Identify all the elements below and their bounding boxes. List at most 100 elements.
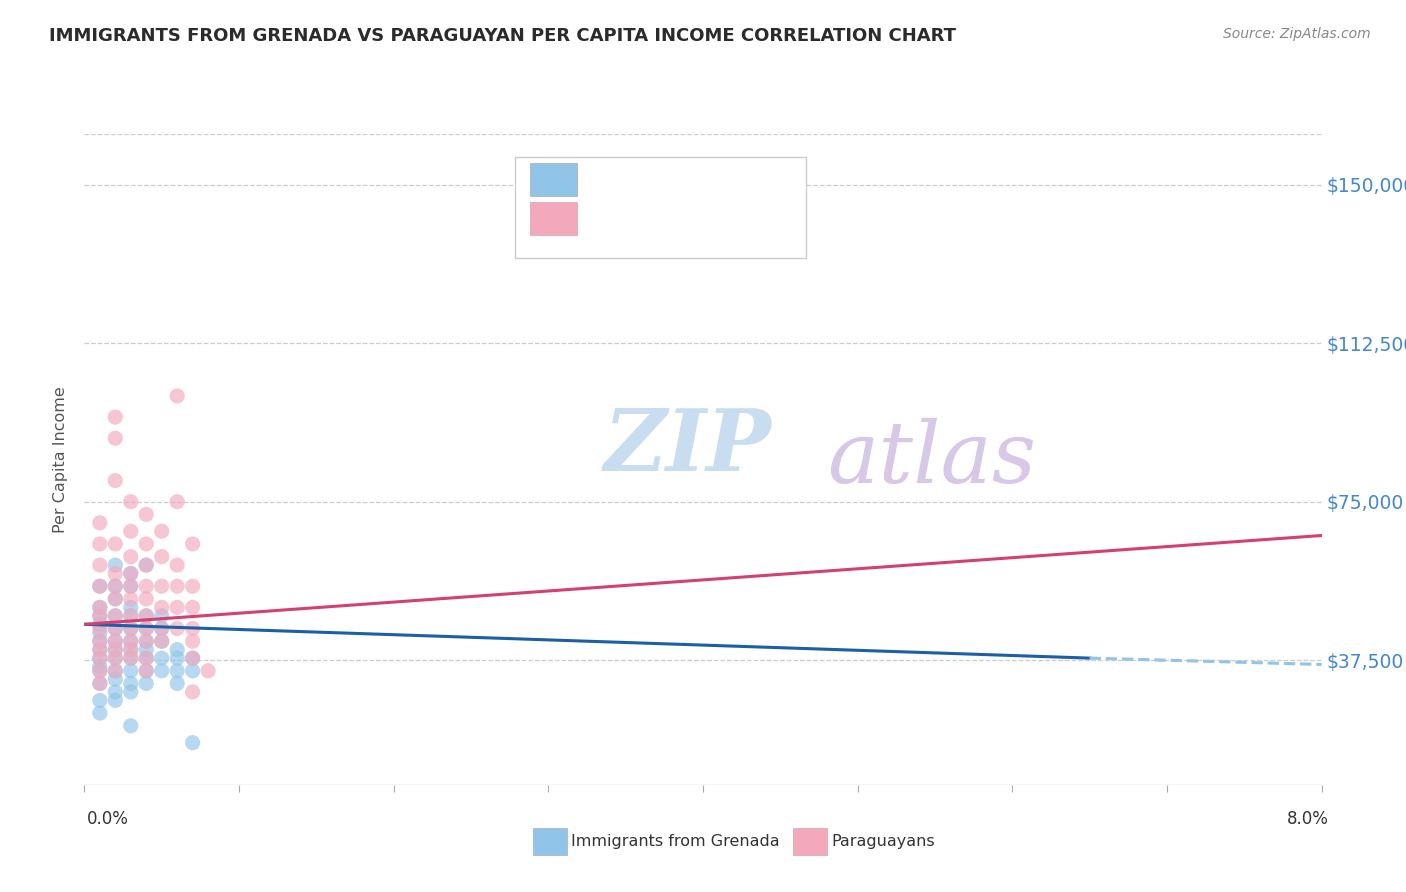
Point <box>89 600 111 615</box>
Point <box>181 651 204 665</box>
Point <box>120 566 142 581</box>
Point <box>120 579 142 593</box>
Point <box>166 558 188 573</box>
Point <box>135 591 157 606</box>
Point <box>150 549 173 564</box>
Point <box>135 651 157 665</box>
FancyBboxPatch shape <box>515 157 806 258</box>
Y-axis label: Per Capita Income: Per Capita Income <box>53 386 69 533</box>
Point <box>120 676 142 690</box>
Point <box>120 642 142 657</box>
Point <box>104 537 127 551</box>
Point <box>181 685 204 699</box>
Point <box>181 579 204 593</box>
Point <box>89 608 111 623</box>
Point <box>89 617 111 632</box>
Point <box>89 608 111 623</box>
Point <box>166 600 188 615</box>
Point <box>150 579 173 593</box>
Bar <box>530 202 576 235</box>
Point <box>104 579 127 593</box>
Text: N = 57: N = 57 <box>721 170 787 188</box>
Point <box>104 566 127 581</box>
Point <box>120 634 142 648</box>
Point <box>150 622 173 636</box>
Point <box>89 642 111 657</box>
Point <box>89 516 111 530</box>
Point <box>120 719 142 733</box>
Point <box>104 664 127 678</box>
Point <box>104 431 127 445</box>
Point <box>150 622 173 636</box>
Point <box>181 651 204 665</box>
Point <box>166 642 188 657</box>
Point <box>166 579 188 593</box>
Point <box>104 622 127 636</box>
Point <box>135 664 157 678</box>
Point <box>104 664 127 678</box>
Point <box>166 494 188 508</box>
Point <box>150 608 173 623</box>
Point <box>104 672 127 686</box>
Point <box>181 736 204 750</box>
Point <box>120 608 142 623</box>
Point <box>104 622 127 636</box>
Point <box>135 634 157 648</box>
Point <box>120 651 142 665</box>
Point <box>89 676 111 690</box>
Point <box>89 537 111 551</box>
Point <box>197 664 219 678</box>
Point <box>104 579 127 593</box>
Point <box>120 549 142 564</box>
Point <box>89 625 111 640</box>
Point <box>135 608 157 623</box>
Text: N = 66: N = 66 <box>721 210 787 227</box>
Text: ZIP: ZIP <box>605 405 772 488</box>
Point <box>135 558 157 573</box>
Text: IMMIGRANTS FROM GRENADA VS PARAGUAYAN PER CAPITA INCOME CORRELATION CHART: IMMIGRANTS FROM GRENADA VS PARAGUAYAN PE… <box>49 27 956 45</box>
Point <box>135 651 157 665</box>
Point <box>150 651 173 665</box>
Point <box>135 664 157 678</box>
Point <box>166 676 188 690</box>
Point <box>120 566 142 581</box>
Text: R =  0.126: R = 0.126 <box>595 210 688 227</box>
Point <box>104 693 127 707</box>
Point <box>181 600 204 615</box>
Point <box>89 651 111 665</box>
Point <box>120 524 142 539</box>
Point <box>89 651 111 665</box>
Point <box>104 634 127 648</box>
Point <box>181 664 204 678</box>
Point <box>104 608 127 623</box>
Point <box>150 634 173 648</box>
Point <box>135 642 157 657</box>
Text: atlas: atlas <box>827 418 1036 500</box>
Bar <box>530 163 576 195</box>
Text: Source: ZipAtlas.com: Source: ZipAtlas.com <box>1223 27 1371 41</box>
Point <box>120 634 142 648</box>
Point <box>89 642 111 657</box>
Point <box>89 600 111 615</box>
Point <box>104 591 127 606</box>
Point <box>89 664 111 678</box>
Point <box>135 634 157 648</box>
Point <box>150 600 173 615</box>
Point <box>150 634 173 648</box>
Point <box>104 685 127 699</box>
Point <box>120 651 142 665</box>
Point <box>135 622 157 636</box>
Point <box>120 591 142 606</box>
Point <box>104 608 127 623</box>
Point <box>135 676 157 690</box>
Text: 8.0%: 8.0% <box>1286 810 1329 828</box>
Point <box>89 676 111 690</box>
Point <box>104 591 127 606</box>
Point <box>135 579 157 593</box>
Point <box>104 651 127 665</box>
Text: R = -0.086: R = -0.086 <box>595 170 688 188</box>
Point <box>120 664 142 678</box>
Text: 0.0%: 0.0% <box>87 810 129 828</box>
Point <box>89 634 111 648</box>
Point <box>150 524 173 539</box>
